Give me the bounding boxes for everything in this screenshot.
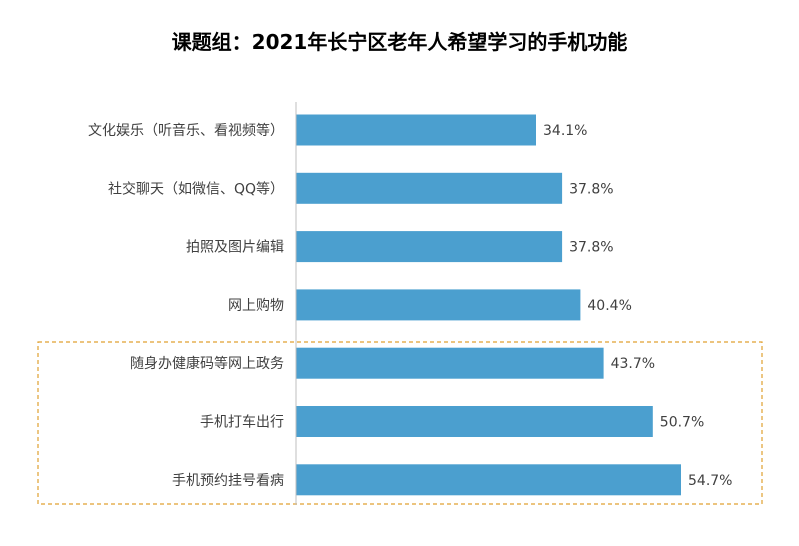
chart-title: 课题组：2021年长宁区老年人希望学习的手机功能 bbox=[171, 30, 628, 54]
bar bbox=[296, 289, 581, 321]
bar bbox=[296, 114, 536, 146]
category-label: 拍照及图片编辑 bbox=[186, 240, 284, 256]
value-label: 37.8% bbox=[569, 181, 613, 197]
category-label: 网上购物 bbox=[228, 298, 284, 314]
value-label: 34.1% bbox=[543, 123, 587, 139]
bar bbox=[296, 347, 604, 379]
value-label: 54.7% bbox=[688, 473, 732, 489]
value-label: 37.8% bbox=[569, 240, 613, 256]
category-label: 手机打车出行 bbox=[200, 414, 284, 431]
bar bbox=[296, 172, 563, 204]
bar bbox=[296, 406, 653, 437]
highlight-box bbox=[37, 341, 763, 505]
value-label: 43.7% bbox=[611, 356, 655, 372]
category-label: 文化娱乐（听音乐、看视频等） bbox=[88, 122, 284, 139]
category-label: 随身办健康码等网上政务 bbox=[130, 355, 284, 372]
category-label: 社交聊天（如微信、QQ等） bbox=[108, 180, 284, 197]
category-label: 手机预约挂号看病 bbox=[172, 473, 284, 489]
bar bbox=[296, 231, 563, 263]
bar bbox=[296, 464, 681, 496]
value-label: 40.4% bbox=[587, 298, 631, 314]
value-label: 50.7% bbox=[660, 415, 704, 431]
